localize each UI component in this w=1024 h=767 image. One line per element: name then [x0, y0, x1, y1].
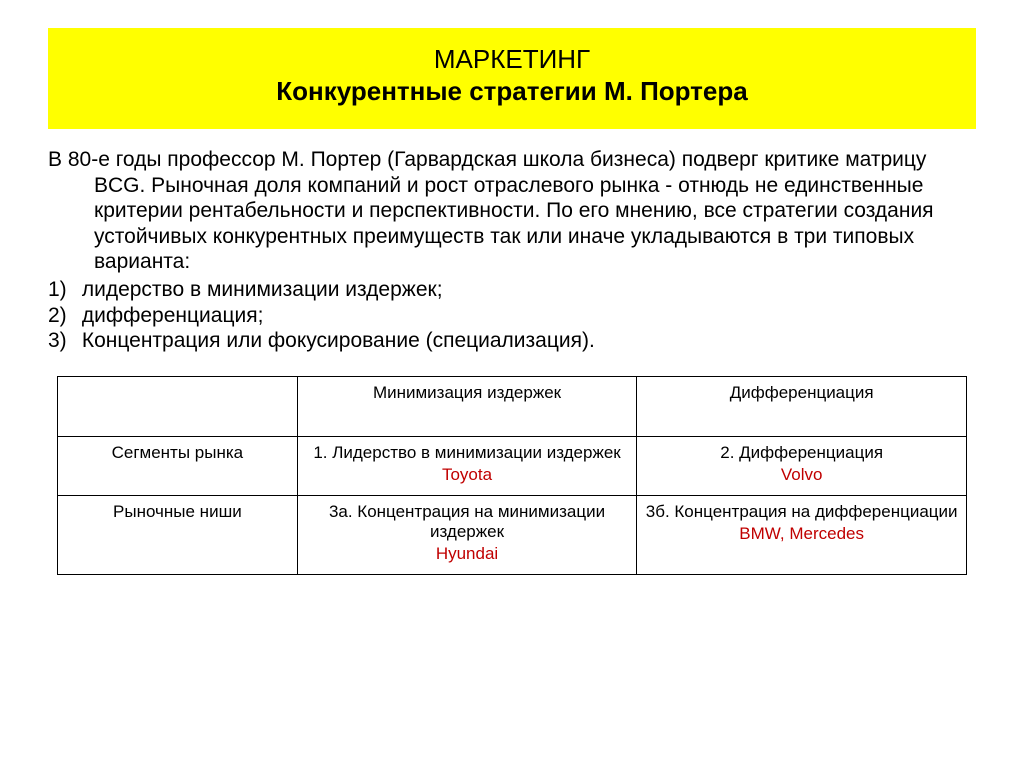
cell-brand: BMW, Mercedes: [645, 524, 958, 544]
list-number: 2): [48, 303, 76, 329]
header-cell-empty: [58, 376, 298, 436]
cell-brand: Toyota: [306, 465, 629, 485]
cell-diff-segments: 2. Дифференциация Volvo: [637, 436, 967, 495]
cell-title: 2. Дифференциация: [645, 443, 958, 463]
title-block: МАРКЕТИНГ Конкурентные стратегии М. Порт…: [48, 28, 976, 129]
title-line-2: Конкурентные стратегии М. Портера: [58, 75, 966, 109]
header-cell-cost: Минимизация издержек: [297, 376, 637, 436]
row-label: Рыночные ниши: [58, 495, 298, 574]
cell-cost-niches: 3а. Концентрация на минимизации издержек…: [297, 495, 637, 574]
cell-title: 3б. Концентрация на дифференциации: [645, 502, 958, 522]
cell-brand: Volvo: [645, 465, 958, 485]
cell-diff-niches: 3б. Концентрация на дифференциации BMW, …: [637, 495, 967, 574]
title-line-1: МАРКЕТИНГ: [58, 44, 966, 75]
table-row: Сегменты рынка 1. Лидерство в минимизаци…: [58, 436, 967, 495]
header-cell-diff: Дифференциация: [637, 376, 967, 436]
table-row: Рыночные ниши 3а. Концентрация на миними…: [58, 495, 967, 574]
table-header-row: Минимизация издержек Дифференциация: [58, 376, 967, 436]
cell-title: 3а. Концентрация на минимизации издержек: [306, 502, 629, 542]
cell-title: 1. Лидерство в минимизации издержек: [306, 443, 629, 463]
strategy-list: 1) лидерство в минимизации издержек; 2) …: [48, 277, 976, 354]
list-number: 1): [48, 277, 76, 303]
list-text: Концентрация или фокусирование (специали…: [76, 329, 595, 352]
porter-matrix-table: Минимизация издержек Дифференциация Сегм…: [57, 376, 967, 575]
list-item: 3) Концентрация или фокусирование (специ…: [48, 328, 976, 354]
intro-paragraph: В 80-е годы профессор М. Портер (Гарвард…: [48, 147, 976, 275]
list-number: 3): [48, 328, 76, 354]
list-text: лидерство в минимизации издержек;: [76, 278, 443, 301]
list-text: дифференциация;: [76, 304, 263, 327]
list-item: 2) дифференциация;: [48, 303, 976, 329]
row-label: Сегменты рынка: [58, 436, 298, 495]
list-item: 1) лидерство в минимизации издержек;: [48, 277, 976, 303]
cell-cost-segments: 1. Лидерство в минимизации издержек Toyo…: [297, 436, 637, 495]
cell-brand: Hyundai: [306, 544, 629, 564]
